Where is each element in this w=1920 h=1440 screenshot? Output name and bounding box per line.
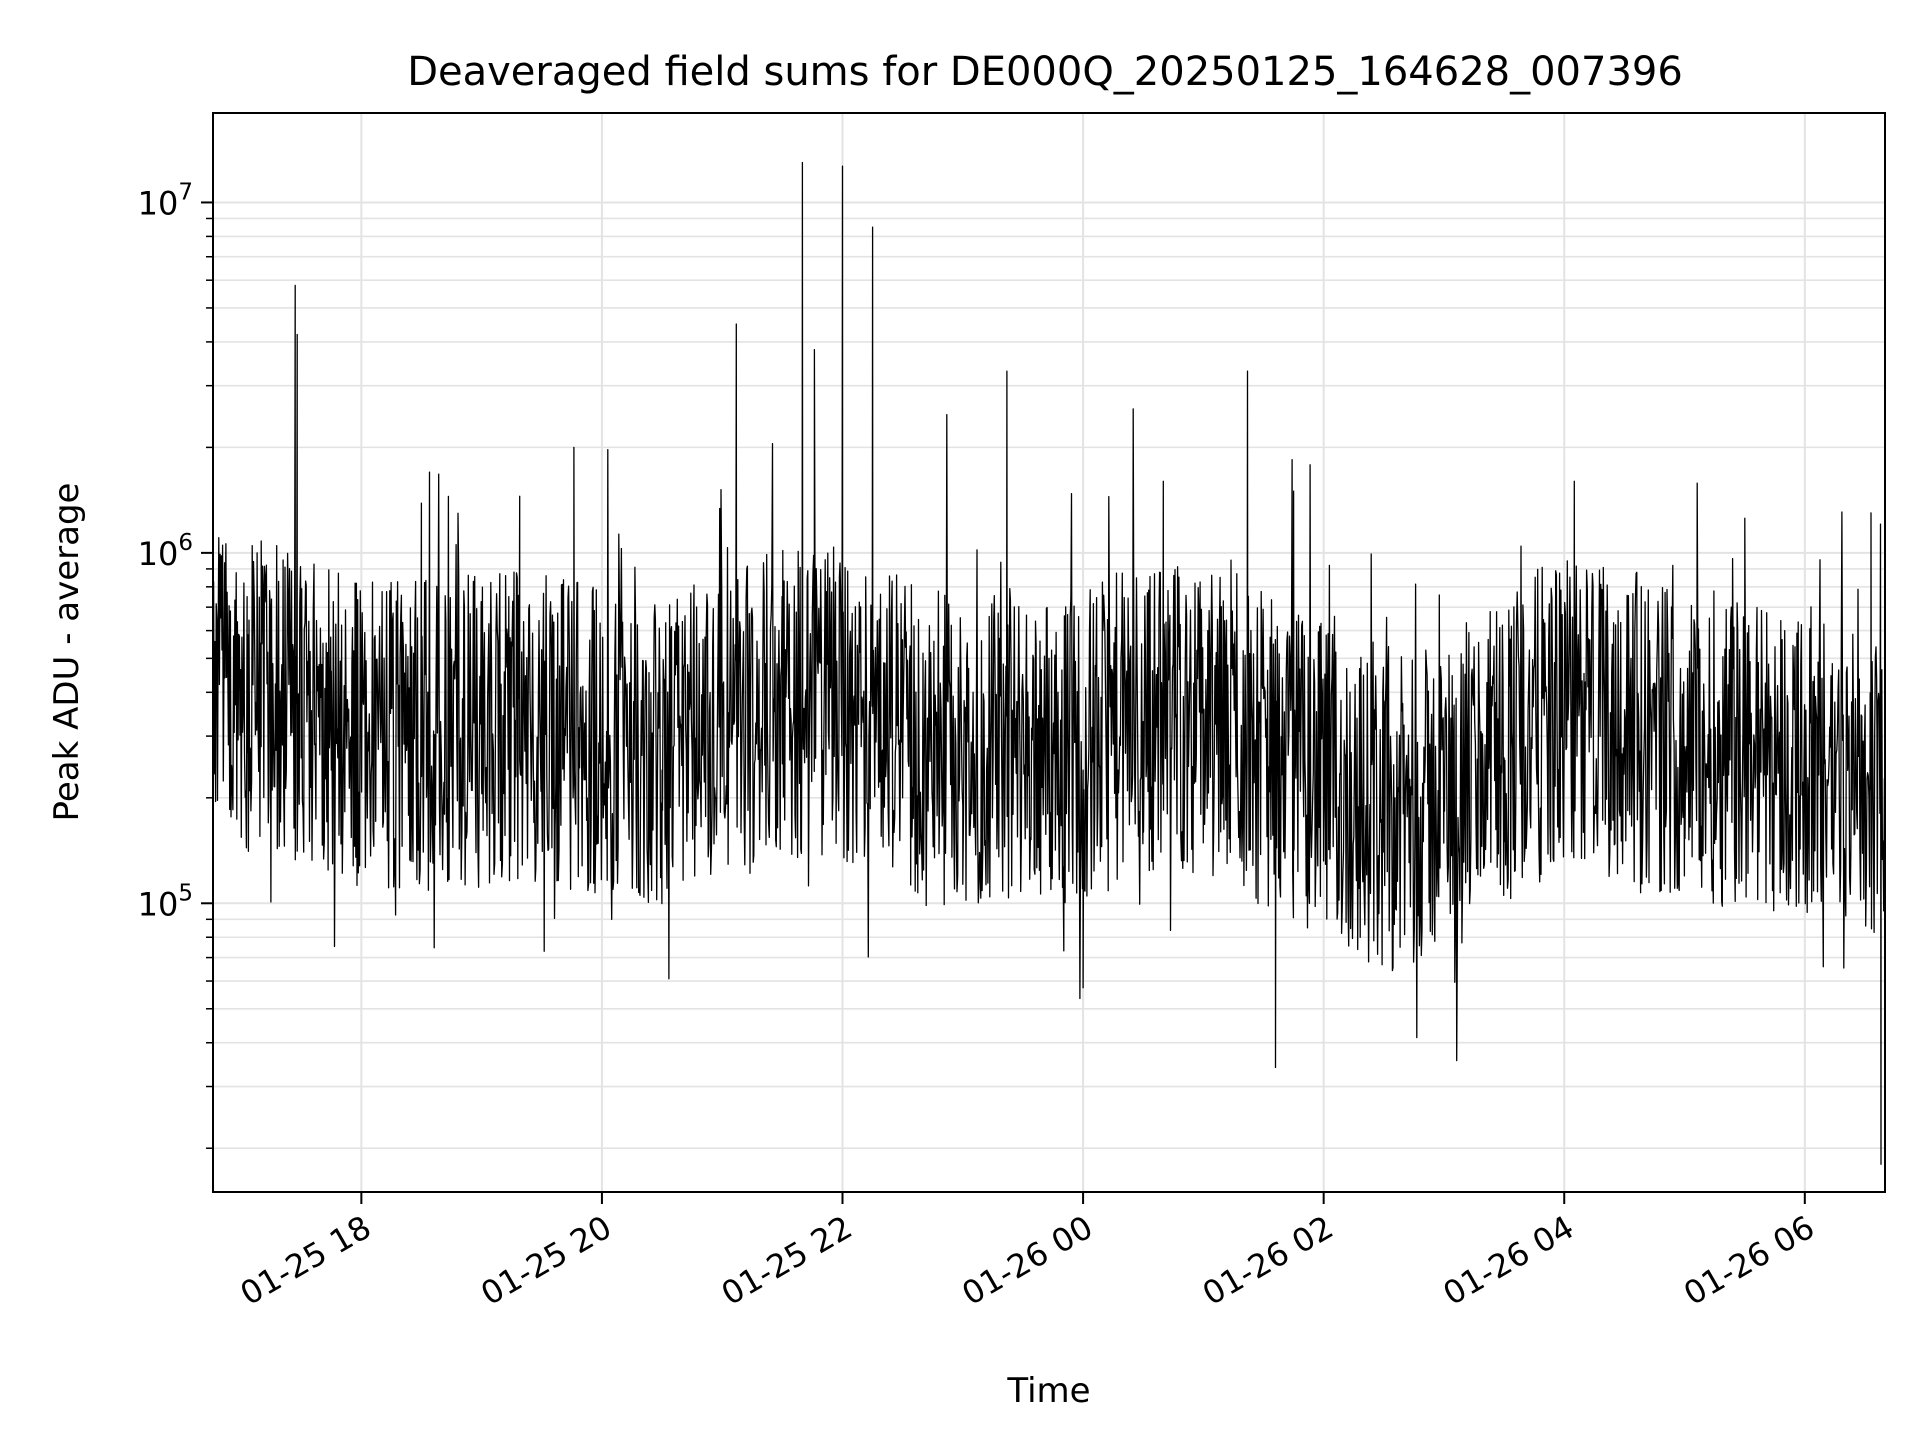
plot-frame	[212, 112, 1886, 1193]
x-axis-label: Time	[1006, 1371, 1090, 1411]
chart-title: Deaveraged field sums for DE000Q_2025012…	[407, 49, 1683, 95]
series-layer	[212, 161, 1886, 1165]
y-axis-label: Peak ADU - average	[47, 483, 87, 822]
y-tick-label: 107	[138, 179, 193, 222]
series-line	[212, 161, 1886, 1165]
y-axis: 105 106 107	[138, 179, 213, 1149]
y-tick-label: 105	[138, 880, 193, 923]
y-tick-label: 106	[138, 530, 193, 573]
